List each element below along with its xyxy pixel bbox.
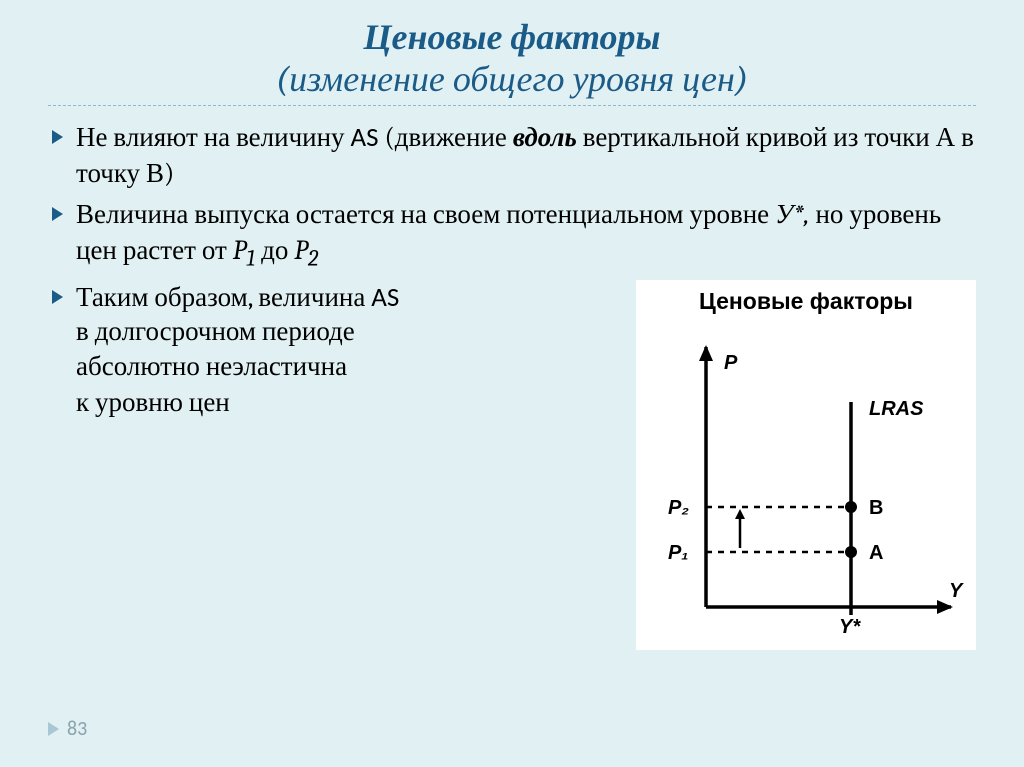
- svg-text:Y*: Y*: [839, 616, 861, 638]
- page-number: 83: [67, 717, 87, 741]
- b2-em1: У*,: [775, 199, 809, 230]
- b1-em: вдоль: [513, 122, 577, 153]
- svg-text:LRAS: LRAS: [869, 398, 924, 420]
- bullet-3-text-col: Таким образом, величина AS в долгосрочно…: [76, 280, 628, 421]
- title-sub: (изменение общего уровня цен): [48, 60, 976, 100]
- svg-text:Y: Y: [949, 580, 964, 602]
- bullet-3: Таким образом, величина AS в долгосрочно…: [48, 280, 976, 650]
- b3-pre: Таким образом, величина: [76, 282, 371, 313]
- svg-text:B: B: [869, 497, 883, 519]
- b2-c: до: [255, 235, 294, 266]
- svg-text:A: A: [869, 542, 883, 564]
- price-factors-chart: Ценовые факторы P Y LRAS P₁ P₂ A B Y*: [636, 280, 976, 650]
- bullet-1: Не влияют на величину AS (движение вдоль…: [48, 120, 976, 191]
- b2-em2: P: [233, 235, 247, 266]
- b1-post: (движение: [379, 122, 513, 153]
- b2-sub3: 2: [308, 245, 318, 271]
- divider: [48, 105, 976, 106]
- bullet-2: Величина выпуска остается на своем потен…: [48, 197, 976, 274]
- sub-line-3: к уровню цен: [76, 385, 628, 421]
- sub-line-2: абсолютно неэластична: [76, 349, 628, 385]
- b3-mid: AS: [371, 281, 399, 314]
- b1-pre: Не влияют на величину: [76, 122, 351, 153]
- slide: Ценовые факторы (изменение общего уровня…: [0, 0, 1024, 767]
- title-main: Ценовые факторы: [48, 18, 976, 58]
- sub-line-1: в долгосрочном периоде: [76, 314, 628, 350]
- svg-text:P₂: P₂: [668, 497, 689, 519]
- svg-text:P: P: [724, 352, 738, 374]
- b1-mid: AS: [351, 121, 379, 154]
- footer: 83: [48, 717, 87, 741]
- content: Не влияют на величину AS (движение вдоль…: [48, 120, 976, 650]
- chart-svg: P Y LRAS P₁ P₂ A B Y*: [636, 317, 976, 647]
- chart-title: Ценовые факторы: [636, 280, 976, 316]
- title-block: Ценовые факторы (изменение общего уровня…: [48, 18, 976, 99]
- b2-a: Величина выпуска остается на своем потен…: [76, 199, 775, 230]
- bullet-list: Не влияют на величину AS (движение вдоль…: [48, 120, 976, 650]
- b2-sub2: 1: [246, 245, 255, 271]
- svg-text:P₁: P₁: [668, 542, 688, 564]
- chart-col: Ценовые факторы P Y LRAS P₁ P₂ A B Y*: [636, 280, 976, 650]
- b2-em3: P: [294, 235, 308, 266]
- footer-arrow-icon: [48, 722, 59, 736]
